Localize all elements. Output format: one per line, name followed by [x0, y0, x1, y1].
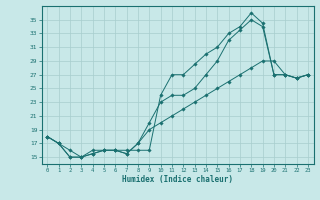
- X-axis label: Humidex (Indice chaleur): Humidex (Indice chaleur): [122, 175, 233, 184]
